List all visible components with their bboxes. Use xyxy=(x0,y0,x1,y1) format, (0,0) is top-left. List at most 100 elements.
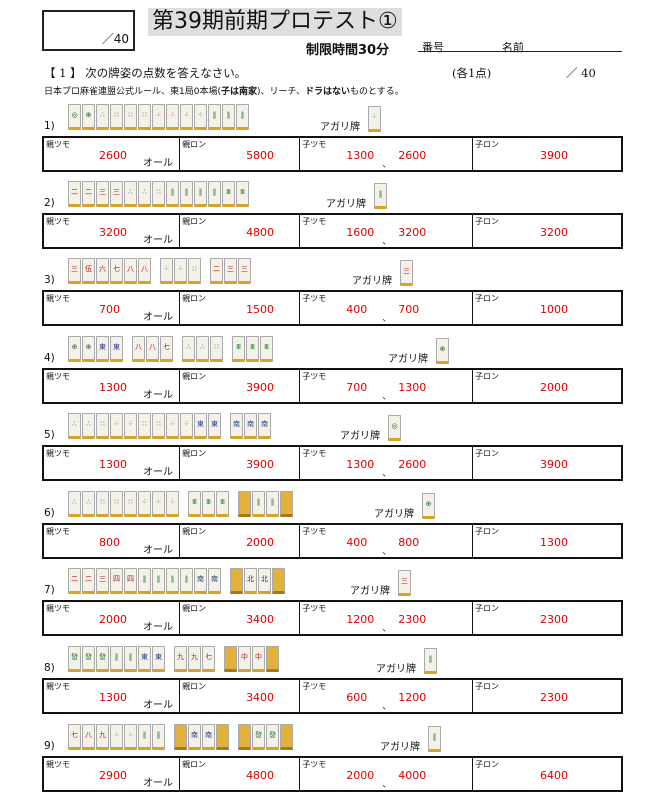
agari-tile: ‖ xyxy=(424,648,437,674)
ko-ron-cell[interactable]: 子ロン 3900 xyxy=(473,138,621,170)
oya-tsumo-value: 1300 xyxy=(99,691,127,704)
mahjong-tile: 四 xyxy=(124,568,137,594)
ko-tsumo-ko-value: 2000 xyxy=(346,769,375,782)
mahjong-tile: ⁘ xyxy=(174,258,187,284)
rules-emphasis: 子は南家 xyxy=(220,87,257,97)
score-total: ／40 xyxy=(101,32,129,46)
cell-title: 親ロン xyxy=(182,372,207,381)
ko-tsumo-oya-value: 1300 xyxy=(398,381,427,394)
oya-tsumo-value: 800 xyxy=(99,536,120,549)
ko-tsumo-cell[interactable]: 子ツモ 1300 、 2600 xyxy=(300,447,474,479)
hand-tiles: ⊕ ⊕ 東東八八七 ∴ ∴ ∷ Ⅲ Ⅲ Ⅲ xyxy=(68,336,274,362)
mahjong-tile: ∴ xyxy=(138,181,151,207)
cell-title: 子ツモ xyxy=(302,294,327,303)
ko-tsumo-cell[interactable]: 子ツモ 1200 、 2300 xyxy=(300,602,474,634)
oya-tsumo-value: 2900 xyxy=(99,769,127,782)
oya-tsumo-cell[interactable]: 親ツモ 800 オール xyxy=(44,525,181,557)
mahjong-tile xyxy=(238,724,251,750)
oya-ron-cell[interactable]: 親ロン 3900 xyxy=(180,447,301,479)
oya-ron-cell[interactable]: 親ロン 2000 xyxy=(180,525,301,557)
oya-tsumo-cell[interactable]: 親ツモ 1300 オール xyxy=(44,447,181,479)
oya-tsumo-cell[interactable]: 親ツモ 1300 オール xyxy=(44,370,181,402)
ko-tsumo-ko-value: 600 xyxy=(346,691,368,704)
ko-ron-cell[interactable]: 子ロン 2000 xyxy=(473,370,621,402)
oya-tsumo-value: 1300 xyxy=(99,381,127,394)
ko-tsumo-cell[interactable]: 子ツモ 2000 、 4000 xyxy=(300,758,474,790)
ko-tsumo-cell[interactable]: 子ツモ 1300 、 2600 xyxy=(300,138,474,170)
question-total: ／ 40 xyxy=(566,66,596,80)
oya-tsumo-cell[interactable]: 親ツモ 2600 オール xyxy=(44,138,181,170)
agari-tile-wrap: ⊕ xyxy=(422,493,436,519)
oya-ron-cell[interactable]: 親ロン 3400 xyxy=(180,602,301,634)
ko-tsumo-cell[interactable]: 子ツモ 400 、 800 xyxy=(300,525,474,557)
oya-ron-cell[interactable]: 親ロン 3900 xyxy=(180,370,301,402)
mahjong-tile: ∷ xyxy=(96,413,109,439)
ko-tsumo-cell[interactable]: 子ツモ 600 、 1200 xyxy=(300,680,474,712)
ko-ron-cell[interactable]: 子ロン 3900 xyxy=(473,447,621,479)
oya-tsumo-value: 2600 xyxy=(99,149,127,162)
oya-ron-cell[interactable]: 親ロン 1500 xyxy=(180,292,301,324)
mahjong-tile: ⊕ xyxy=(82,104,95,130)
mahjong-tile: 八 xyxy=(132,336,145,362)
mahjong-tile: 九 xyxy=(96,724,109,750)
mahjong-tile: ‖ xyxy=(110,646,123,672)
oya-tsumo-cell[interactable]: 親ツモ 700 オール xyxy=(44,292,181,324)
ko-ron-cell[interactable]: 子ロン 6400 xyxy=(473,758,621,790)
mahjong-tile: 南 xyxy=(258,413,271,439)
oya-tsumo-cell[interactable]: 親ツモ 2000 オール xyxy=(44,602,181,634)
meld-gap xyxy=(124,336,132,362)
mahjong-tile: ∴ xyxy=(68,413,81,439)
oya-ron-cell[interactable]: 親ロン 3400 xyxy=(180,680,301,712)
mahjong-tile: Ⅲ xyxy=(232,336,245,362)
agari-tile-wrap: ⁘ xyxy=(368,106,382,132)
oya-tsumo-cell[interactable]: 親ツモ 3200 オール xyxy=(44,215,181,247)
oya-ron-cell[interactable]: 親ロン 5800 xyxy=(180,138,301,170)
mahjong-tile: 東 xyxy=(194,413,207,439)
mahjong-tile: 南 xyxy=(244,413,257,439)
ko-tsumo-cell[interactable]: 子ツモ 400 、 700 xyxy=(300,292,474,324)
ko-ron-cell[interactable]: 子ロン 1300 xyxy=(473,525,621,557)
cell-title: 子ロン xyxy=(475,682,500,691)
ko-tsumo-oya-value: 2600 xyxy=(398,458,427,471)
ko-tsumo-ko-value: 1600 xyxy=(346,226,375,239)
ko-ron-value: 1300 xyxy=(540,536,569,549)
meld-gap xyxy=(152,258,160,284)
ko-tsumo-oya-value: 800 xyxy=(398,536,420,549)
oya-ron-value: 1500 xyxy=(246,303,275,316)
mahjong-tile: ⁘ xyxy=(124,413,137,439)
mahjong-tile: 發 xyxy=(252,724,265,750)
mahjong-tile: 發 xyxy=(96,646,109,672)
mahjong-tile: 南 xyxy=(208,568,221,594)
meld-gap xyxy=(166,646,174,672)
mahjong-tile: ∷ xyxy=(138,104,151,130)
oya-ron-cell[interactable]: 親ロン 4800 xyxy=(180,758,301,790)
name-line[interactable] xyxy=(418,51,622,52)
ko-ron-cell[interactable]: 子ロン 1000 xyxy=(473,292,621,324)
problem-number: 7) xyxy=(44,584,55,596)
ko-tsumo-ko-value: 700 xyxy=(346,381,368,394)
mahjong-tile: 東 xyxy=(208,413,221,439)
rules-emphasis: ドラはない xyxy=(304,87,350,97)
oya-ron-cell[interactable]: 親ロン 4800 xyxy=(180,215,301,247)
ko-tsumo-cell[interactable]: 子ツモ 1600 、 3200 xyxy=(300,215,474,247)
oya-tsumo-cell[interactable]: 親ツモ 2900 オール xyxy=(44,758,181,790)
meld-gap xyxy=(222,568,230,594)
cell-title: 親ツモ xyxy=(46,294,70,303)
ko-ron-cell[interactable]: 子ロン 3200 xyxy=(473,215,621,247)
ko-tsumo-oya-value: 700 xyxy=(398,303,420,316)
answer-table: 親ツモ 2900 オール 親ロン 4800 子ツモ 2000 、 4000 子ロン 6400 xyxy=(42,756,623,792)
mahjong-tile: Ⅲ xyxy=(202,491,215,517)
mahjong-tile: 中 xyxy=(252,646,265,672)
cell-title: 子ロン xyxy=(475,527,500,536)
oya-tsumo-cell[interactable]: 親ツモ 1300 オール xyxy=(44,680,181,712)
ko-ron-cell[interactable]: 子ロン 2300 xyxy=(473,680,621,712)
answer-table: 親ツモ 700 オール 親ロン 1500 子ツモ 400 、 700 子ロン 1000 xyxy=(42,290,623,326)
agari-tile-wrap: ‖ xyxy=(424,648,438,674)
ko-ron-cell[interactable]: 子ロン 2300 xyxy=(473,602,621,634)
mahjong-tile: 東 xyxy=(138,646,151,672)
separator: 、 xyxy=(382,160,392,170)
mahjong-tile: 八 xyxy=(82,724,95,750)
mahjong-tile: 二 xyxy=(68,568,81,594)
ko-tsumo-cell[interactable]: 子ツモ 700 、 1300 xyxy=(300,370,474,402)
problem-number: 8) xyxy=(44,662,55,674)
